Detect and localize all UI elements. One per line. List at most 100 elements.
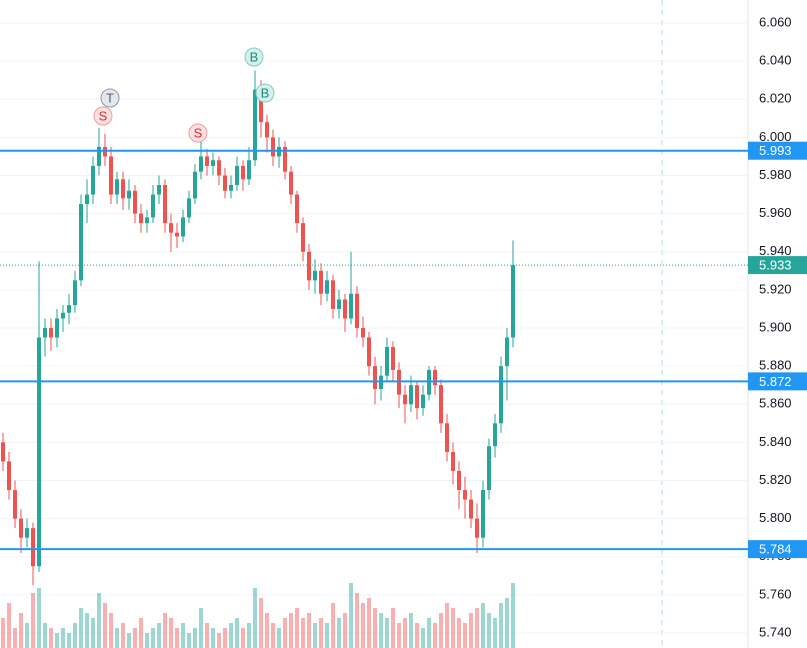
volume-bar [49, 628, 53, 648]
candle-body [457, 470, 461, 491]
y-tick-label: 5.840 [759, 434, 792, 449]
y-tick-label: 5.800 [759, 510, 792, 525]
volume-bar [19, 613, 23, 648]
volume-bar [325, 623, 329, 648]
volume-bar [91, 618, 95, 648]
volume-bar [451, 608, 455, 648]
y-tick-label: 5.960 [759, 205, 792, 220]
candle-body [7, 461, 11, 491]
volume-bar [247, 623, 251, 648]
y-tick-label: 5.860 [759, 396, 792, 411]
candle-body [55, 318, 59, 338]
candle-body [409, 385, 413, 405]
volume-bar [499, 603, 503, 648]
volume-bar [409, 613, 413, 648]
candle-body [283, 146, 287, 172]
candle-body [79, 204, 83, 281]
volume-bar [505, 598, 509, 648]
candle-body [175, 232, 179, 237]
y-tick-label: 5.760 [759, 586, 792, 601]
volume-bar [469, 613, 473, 648]
candle-body [37, 337, 41, 567]
candle-body [475, 518, 479, 538]
candle-body [421, 394, 425, 409]
candle-body [43, 328, 47, 338]
volume-bar [481, 603, 485, 648]
candle-body [259, 89, 263, 123]
candle-body [289, 171, 293, 195]
candle-body [91, 165, 95, 195]
candle-body [139, 213, 143, 224]
candle-body [61, 312, 65, 319]
y-tick-label: 6.040 [759, 53, 792, 68]
y-tick-label: 5.880 [759, 358, 792, 373]
candle-body [241, 165, 245, 180]
level-label: 5.993 [759, 143, 792, 158]
level-label: 5.784 [759, 542, 792, 557]
volume-bar [31, 593, 35, 648]
candle-body [247, 160, 251, 180]
volume-bar [289, 613, 293, 648]
volume-bar [115, 628, 119, 648]
volume-bar [199, 608, 203, 648]
volume-bar [109, 613, 113, 648]
level-label-box [748, 540, 807, 559]
candle-body [187, 198, 191, 218]
volume-bar [271, 623, 275, 648]
candle-body [1, 442, 5, 462]
volume-bar [229, 623, 233, 648]
volume-bar [61, 628, 65, 648]
candle-body [253, 89, 257, 161]
last-price-label: 5.933 [759, 258, 792, 273]
volume-bar [379, 613, 383, 648]
volume-bar [343, 613, 347, 648]
candle-body [169, 223, 173, 233]
candle-body [469, 499, 473, 519]
candle-body [157, 185, 161, 195]
volume-bar [67, 633, 71, 648]
candle-body [499, 366, 503, 424]
candle-body [331, 280, 335, 309]
volume-bar [1, 618, 5, 648]
volume-bar [433, 623, 437, 648]
volume-bar [97, 593, 101, 648]
candle-body [295, 194, 299, 224]
volume-bar [427, 618, 431, 648]
candle-body [109, 156, 113, 195]
candle-body [67, 305, 71, 313]
candle-body [73, 280, 77, 306]
y-tick-label: 5.740 [759, 624, 792, 639]
candle-body [361, 328, 365, 338]
volume-bar [187, 633, 191, 648]
volume-bar [43, 623, 47, 648]
candle-body [349, 293, 353, 319]
volume-bar [367, 598, 371, 648]
grid [0, 22, 748, 634]
candle-body [343, 299, 347, 319]
volume-bar [265, 613, 269, 648]
volume-bar [457, 618, 461, 648]
volume-bar [319, 618, 323, 648]
candle-body [463, 490, 467, 500]
candle-body [205, 156, 209, 166]
candle-body [313, 270, 317, 281]
volume-bar [127, 633, 131, 648]
volume-bar [163, 613, 167, 648]
candle-body [31, 528, 35, 567]
y-tick-label: 5.940 [759, 243, 792, 258]
candle-body [415, 385, 419, 409]
volume-bar [79, 608, 83, 648]
candle-body [115, 179, 119, 195]
volume-bar [361, 603, 365, 648]
candle-body [217, 160, 221, 176]
candle-body [133, 190, 137, 214]
volume-bar [331, 603, 335, 648]
level-label-box [748, 372, 807, 391]
candle-body [127, 190, 131, 199]
candle-body [193, 171, 197, 199]
candle-body [151, 194, 155, 218]
candle-body [199, 156, 203, 172]
candle-body [97, 146, 101, 166]
